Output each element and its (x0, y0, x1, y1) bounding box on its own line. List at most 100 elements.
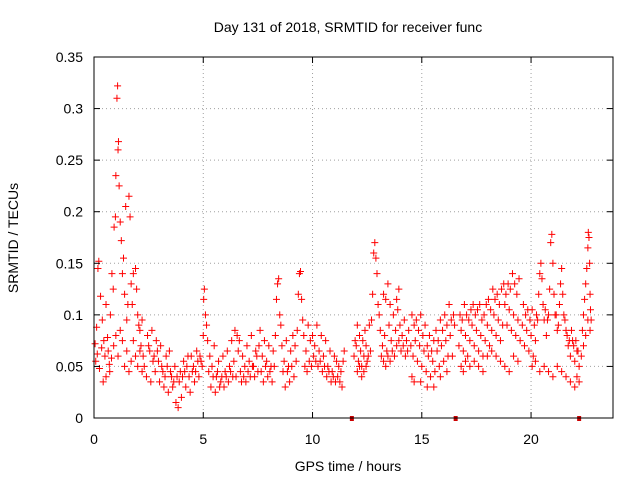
data-point (275, 275, 283, 283)
data-point (266, 368, 274, 376)
data-point (228, 337, 236, 345)
data-point (455, 342, 463, 350)
data-point (356, 331, 364, 339)
data-point (362, 362, 370, 370)
data-point (491, 295, 499, 303)
x-axis-label: GPS time / hours (295, 458, 402, 474)
data-point (162, 352, 170, 360)
data-point (153, 347, 161, 355)
data-point (558, 368, 566, 376)
data-point (129, 337, 137, 345)
data-point (288, 362, 296, 370)
data-point (376, 326, 384, 334)
data-point (575, 378, 583, 386)
data-point (134, 362, 142, 370)
data-point (109, 285, 117, 293)
data-point (138, 316, 146, 324)
data-point (436, 373, 444, 381)
data-point (387, 337, 395, 345)
data-point (395, 337, 403, 345)
data-point (111, 213, 119, 221)
data-point (114, 138, 122, 146)
data-point (503, 321, 511, 329)
data-point (539, 301, 547, 309)
data-point (483, 352, 491, 360)
data-point (514, 357, 522, 365)
data-point (369, 290, 377, 298)
data-point (443, 368, 451, 376)
data-point (382, 295, 390, 303)
data-point (233, 331, 241, 339)
data-point (118, 337, 126, 345)
data-point (252, 347, 260, 355)
data-point (390, 352, 398, 360)
data-point (559, 290, 567, 298)
data-point (501, 362, 509, 370)
data-point (306, 337, 314, 345)
data-point (293, 326, 301, 334)
data-point (401, 352, 409, 360)
data-point (353, 368, 361, 376)
data-point (163, 362, 171, 370)
data-point (241, 362, 249, 370)
data-point (262, 362, 270, 370)
data-point (435, 362, 443, 370)
data-point (381, 331, 389, 339)
data-point (116, 218, 124, 226)
data-point (205, 368, 213, 376)
data-point (327, 378, 335, 386)
data-point (244, 368, 252, 376)
data-point (174, 404, 182, 412)
data-point (271, 331, 279, 339)
data-point (193, 347, 201, 355)
data-point (181, 368, 189, 376)
data-point (157, 342, 165, 350)
data-point (189, 362, 197, 370)
data-point (570, 342, 578, 350)
data-point (506, 285, 514, 293)
data-point (470, 357, 478, 365)
data-point (518, 321, 526, 329)
data-point (256, 326, 264, 334)
data-point (502, 290, 510, 298)
data-point (240, 373, 248, 381)
data-point (215, 357, 223, 365)
data-point (566, 378, 574, 386)
data-point (440, 357, 448, 365)
data-point (229, 373, 237, 381)
data-point (404, 347, 412, 355)
data-point (196, 352, 204, 360)
data-point (422, 368, 430, 376)
data-point (428, 347, 436, 355)
data-point (270, 362, 278, 370)
data-point (416, 342, 424, 350)
data-point (336, 378, 344, 386)
data-point (110, 223, 118, 231)
data-point (123, 316, 131, 324)
data-point (447, 316, 455, 324)
data-point (571, 357, 579, 365)
data-point (118, 270, 126, 278)
data-point (101, 352, 109, 360)
data-point (571, 383, 579, 391)
data-point (350, 352, 358, 360)
data-point (573, 373, 581, 381)
chart-title: Day 131 of 2018, SRMTID for receiver fun… (214, 19, 482, 35)
y-tick-label: 0.2 (64, 204, 84, 220)
data-point (464, 352, 472, 360)
data-point (407, 342, 415, 350)
data-point (220, 383, 228, 391)
data-point (278, 342, 286, 350)
data-point (204, 337, 212, 345)
data-point (545, 368, 553, 376)
data-point (114, 82, 122, 90)
data-point (384, 352, 392, 360)
data-point (140, 362, 148, 370)
data-point (195, 373, 203, 381)
data-point (127, 357, 135, 365)
data-point (122, 203, 130, 211)
data-point (126, 213, 134, 221)
data-point (586, 326, 594, 334)
data-point (432, 326, 440, 334)
